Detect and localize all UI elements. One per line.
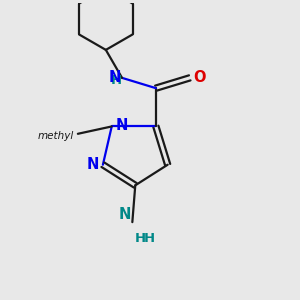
Text: H: H bbox=[135, 232, 146, 245]
Text: N: N bbox=[115, 118, 128, 134]
Text: H: H bbox=[143, 232, 155, 245]
Text: N: N bbox=[119, 207, 131, 222]
Text: N: N bbox=[87, 157, 99, 172]
Text: N: N bbox=[108, 70, 121, 85]
Text: O: O bbox=[193, 70, 206, 86]
Text: methyl: methyl bbox=[38, 131, 74, 141]
Text: H: H bbox=[111, 74, 122, 87]
